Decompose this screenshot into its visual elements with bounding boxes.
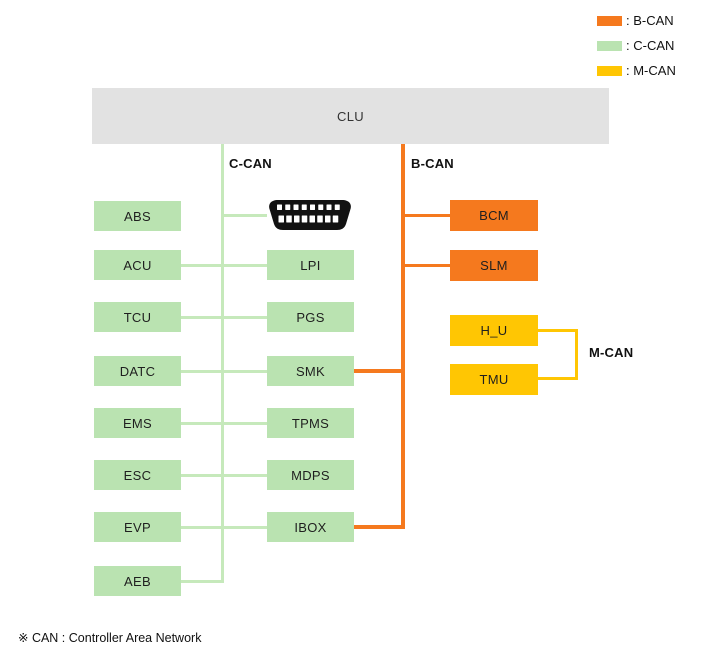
- c-can-bus-label: C-CAN: [229, 156, 272, 171]
- b-can-color-swatch: [597, 15, 622, 26]
- legend: : B-CAN : C-CAN : M-CAN: [597, 8, 676, 83]
- node-evp: EVP: [94, 512, 181, 542]
- node-datc: DATC: [94, 356, 181, 386]
- connector-line-bcm: [405, 214, 450, 217]
- node-ems: EMS: [94, 408, 181, 438]
- node-lpi: LPI: [267, 250, 354, 280]
- b-can-bus-label: B-CAN: [411, 156, 454, 171]
- can-footnote: ※ CAN : Controller Area Network: [18, 631, 202, 645]
- legend-label-m-can: : M-CAN: [626, 63, 676, 78]
- connector-line-ibox-bcan: [354, 525, 405, 529]
- c-can-color-swatch: [597, 40, 622, 51]
- connector-line-aeb: [181, 580, 224, 583]
- node-mdps: MDPS: [267, 460, 354, 490]
- node-slm: SLM: [450, 250, 538, 281]
- m-can-bus-label: M-CAN: [589, 345, 634, 360]
- connector-line-ems-tpms: [181, 422, 267, 425]
- node-smk: SMK: [267, 356, 354, 386]
- obd-connector-icon: [269, 200, 351, 230]
- node-tpms: TPMS: [267, 408, 354, 438]
- connector-line-slm: [405, 264, 450, 267]
- connector-line-esc-mdps: [181, 474, 267, 477]
- m-can-color-swatch: [597, 65, 622, 76]
- m-can-bracket-line: [575, 329, 578, 380]
- node-tcu: TCU: [94, 302, 181, 332]
- connector-line-evp-ibox: [181, 526, 267, 529]
- node-tmu: TMU: [450, 364, 538, 395]
- legend-row-c-can: : C-CAN: [597, 33, 676, 58]
- c-can-trunk-line: [221, 144, 224, 582]
- connector-line-obd: [222, 214, 267, 217]
- connector-line-datc-smk: [181, 370, 267, 373]
- node-hu: H_U: [450, 315, 538, 346]
- connector-line-tmu-mcan: [538, 377, 578, 380]
- connector-line-acu-lpi: [181, 264, 267, 267]
- connector-line-smk-bcan: [354, 369, 401, 373]
- node-bcm: BCM: [450, 200, 538, 231]
- b-can-trunk-line: [401, 144, 405, 529]
- node-esc: ESC: [94, 460, 181, 490]
- node-aeb: AEB: [94, 566, 181, 596]
- node-ibox: IBOX: [267, 512, 354, 542]
- connector-line-hu-mcan: [538, 329, 578, 332]
- node-pgs: PGS: [267, 302, 354, 332]
- connector-line-tcu-pgs: [181, 316, 267, 319]
- legend-label-c-can: : C-CAN: [626, 38, 675, 53]
- legend-row-m-can: : M-CAN: [597, 58, 676, 83]
- node-clu: CLU: [92, 88, 609, 144]
- node-acu: ACU: [94, 250, 181, 280]
- legend-row-b-can: : B-CAN: [597, 8, 676, 33]
- legend-label-b-can: : B-CAN: [626, 13, 674, 28]
- node-abs: ABS: [94, 201, 181, 231]
